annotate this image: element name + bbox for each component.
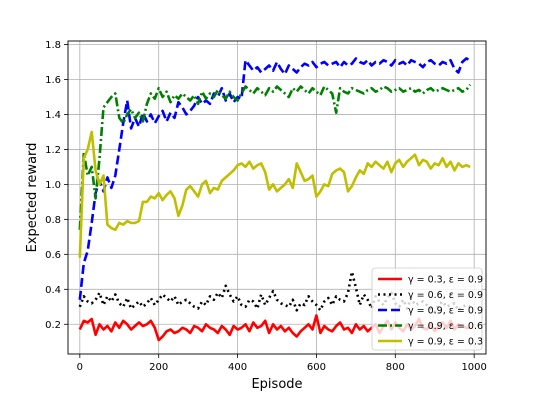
y-axis-ticks: 0.2 0.4 0.6 0.8 1.0 1.2 1.4 1.6 1.8: [45, 40, 68, 331]
x-tick-label: 400: [228, 362, 247, 373]
y-tick-label: 1.8: [45, 40, 61, 51]
y-tick-label: 0.8: [45, 215, 61, 226]
x-tick-label: 1000: [461, 362, 486, 373]
y-tick-label: 1.6: [45, 75, 61, 86]
x-tick-label: 800: [386, 362, 405, 373]
legend-label-3: γ = 0.9, ε = 0.9: [408, 306, 483, 317]
legend: γ = 0.3, ε = 0.9 γ = 0.6, ε = 0.9 γ = 0.9,…: [371, 267, 483, 351]
legend-label-1: γ = 0.3, ε = 0.9: [408, 275, 483, 286]
y-tick-label: 0.4: [45, 285, 61, 296]
y-tick-label: 1.4: [45, 110, 61, 121]
legend-label-5: γ = 0.9, ε = 0.3: [408, 337, 483, 348]
x-axis-ticks: 0 200 400 600 800 1000: [77, 354, 487, 373]
x-tick-label: 600: [307, 362, 326, 373]
series-line-5: [78, 130, 471, 258]
legend-box: [371, 267, 483, 351]
y-tick-label: 1.2: [45, 145, 61, 156]
series-line-4: [78, 83, 472, 230]
plot-frame: [67, 40, 487, 355]
y-tick-label: 0.2: [45, 320, 61, 331]
y-axis-title: Expected reward: [25, 143, 40, 253]
legend-label-2: γ = 0.6, ε = 0.9: [408, 290, 483, 301]
grid-lines: [68, 41, 486, 354]
x-axis-title: Episode: [251, 377, 302, 392]
legend-label-4: γ = 0.9, ε = 0.6: [408, 321, 483, 332]
x-tick-label: 200: [149, 362, 168, 373]
x-tick-label: 0: [77, 362, 83, 373]
y-tick-label: 0.6: [45, 250, 61, 261]
y-tick-label: 1.0: [45, 180, 61, 191]
